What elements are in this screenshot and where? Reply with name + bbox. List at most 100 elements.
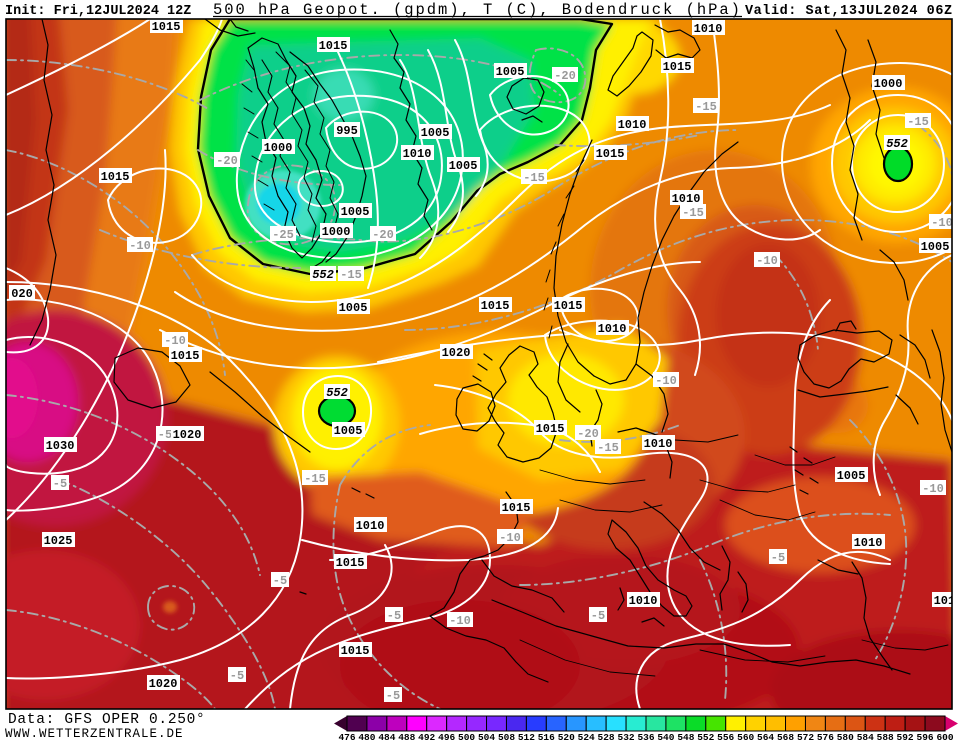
svg-text:-20: -20 (372, 228, 394, 242)
svg-text:1010: 1010 (629, 594, 658, 608)
svg-text:1010: 1010 (854, 536, 883, 550)
svg-text:1005: 1005 (341, 205, 370, 219)
svg-text:520: 520 (558, 732, 575, 741)
svg-text:552: 552 (312, 268, 334, 282)
svg-text:-20: -20 (554, 69, 576, 83)
svg-text:-25: -25 (272, 228, 294, 242)
svg-text:-10: -10 (756, 254, 778, 268)
svg-text:552: 552 (697, 732, 714, 741)
svg-text:-5: -5 (591, 609, 605, 623)
svg-text:1010: 1010 (403, 147, 432, 161)
svg-text:500 hPa Geopot. (gpdm), T (C),: 500 hPa Geopot. (gpdm), T (C), Bodendruc… (213, 1, 742, 19)
svg-text:1010: 1010 (644, 437, 673, 451)
svg-text:-15: -15 (597, 441, 619, 455)
svg-text:WWW.WETTERZENTRALE.DE: WWW.WETTERZENTRALE.DE (5, 727, 184, 741)
svg-text:1015: 1015 (663, 60, 692, 74)
svg-text:-5: -5 (158, 428, 172, 442)
svg-text:512: 512 (518, 732, 535, 741)
svg-text:1010: 1010 (694, 22, 723, 36)
svg-text:-20: -20 (216, 154, 238, 168)
svg-text:480: 480 (358, 732, 375, 741)
svg-text:492: 492 (418, 732, 435, 741)
svg-text:-5: -5 (53, 477, 67, 491)
svg-text:488: 488 (398, 732, 415, 741)
svg-text:540: 540 (657, 732, 674, 741)
svg-text:524: 524 (578, 732, 595, 741)
svg-text:584: 584 (857, 732, 874, 741)
svg-text:528: 528 (598, 732, 615, 741)
svg-text:560: 560 (737, 732, 754, 741)
svg-text:-10: -10 (449, 614, 471, 628)
svg-text:-10: -10 (655, 374, 677, 388)
svg-text:476: 476 (338, 732, 355, 741)
svg-text:1015: 1015 (481, 299, 510, 313)
svg-text:1005: 1005 (339, 301, 368, 315)
svg-text:596: 596 (917, 732, 934, 741)
svg-text:1010: 1010 (356, 519, 385, 533)
svg-text:1000: 1000 (874, 77, 903, 91)
svg-text:508: 508 (498, 732, 515, 741)
svg-text:548: 548 (677, 732, 694, 741)
svg-text:-10: -10 (164, 334, 186, 348)
svg-text:504: 504 (478, 732, 495, 741)
svg-text:1000: 1000 (322, 225, 351, 239)
svg-text:-10: -10 (922, 482, 944, 496)
svg-text:552: 552 (886, 137, 908, 151)
svg-text:1005: 1005 (837, 469, 866, 483)
svg-text:-15: -15 (304, 472, 326, 486)
svg-text:576: 576 (817, 732, 834, 741)
svg-text:1005: 1005 (449, 159, 478, 173)
svg-text:-15: -15 (523, 171, 545, 185)
svg-text:564: 564 (757, 732, 774, 741)
svg-text:-5: -5 (771, 551, 785, 565)
svg-text:1015: 1015 (596, 147, 625, 161)
svg-text:1005: 1005 (496, 65, 525, 79)
svg-text:572: 572 (797, 732, 814, 741)
svg-text:1005: 1005 (334, 424, 363, 438)
svg-text:592: 592 (897, 732, 914, 741)
svg-text:-15: -15 (695, 100, 717, 114)
svg-text:1015: 1015 (341, 644, 370, 658)
svg-text:-5: -5 (387, 609, 401, 623)
svg-text:556: 556 (717, 732, 734, 741)
svg-text:1005: 1005 (921, 240, 950, 254)
svg-text:1000: 1000 (264, 141, 293, 155)
svg-text:484: 484 (378, 732, 395, 741)
svg-text:Valid: Sat,13JUL2024 06Z: Valid: Sat,13JUL2024 06Z (745, 4, 953, 19)
svg-text:-10: -10 (931, 216, 953, 230)
svg-text:1015: 1015 (101, 170, 130, 184)
svg-text:1010: 1010 (672, 192, 701, 206)
svg-text:1020: 1020 (442, 346, 471, 360)
svg-text:1030: 1030 (46, 439, 75, 453)
svg-text:568: 568 (777, 732, 794, 741)
svg-text:1015: 1015 (554, 299, 583, 313)
svg-text:1015: 1015 (171, 349, 200, 363)
svg-text:532: 532 (618, 732, 635, 741)
svg-text:496: 496 (438, 732, 455, 741)
svg-text:1010: 1010 (618, 118, 647, 132)
svg-text:588: 588 (877, 732, 894, 741)
svg-text:1015: 1015 (336, 556, 365, 570)
svg-text:1005: 1005 (421, 126, 450, 140)
svg-text:995: 995 (336, 124, 358, 138)
svg-text:-5: -5 (230, 669, 244, 683)
svg-text:-15: -15 (907, 115, 929, 129)
svg-text:516: 516 (538, 732, 555, 741)
svg-text:536: 536 (637, 732, 654, 741)
svg-text:020: 020 (11, 287, 33, 301)
svg-text:-15: -15 (682, 206, 704, 220)
svg-text:1020: 1020 (149, 677, 178, 691)
svg-text:-10: -10 (129, 239, 151, 253)
svg-text:-15: -15 (340, 268, 362, 282)
svg-text:1015: 1015 (502, 501, 531, 515)
svg-text:-10: -10 (499, 531, 521, 545)
svg-text:-5: -5 (386, 689, 400, 703)
svg-text:600: 600 (936, 732, 953, 741)
svg-text:552: 552 (326, 386, 348, 400)
svg-text:1015: 1015 (319, 39, 348, 53)
svg-text:1010: 1010 (598, 322, 627, 336)
svg-text:-5: -5 (273, 574, 287, 588)
svg-text:1015: 1015 (152, 20, 181, 34)
svg-text:Init: Fri,12JUL2024 12Z: Init: Fri,12JUL2024 12Z (5, 4, 191, 19)
svg-text:500: 500 (458, 732, 475, 741)
